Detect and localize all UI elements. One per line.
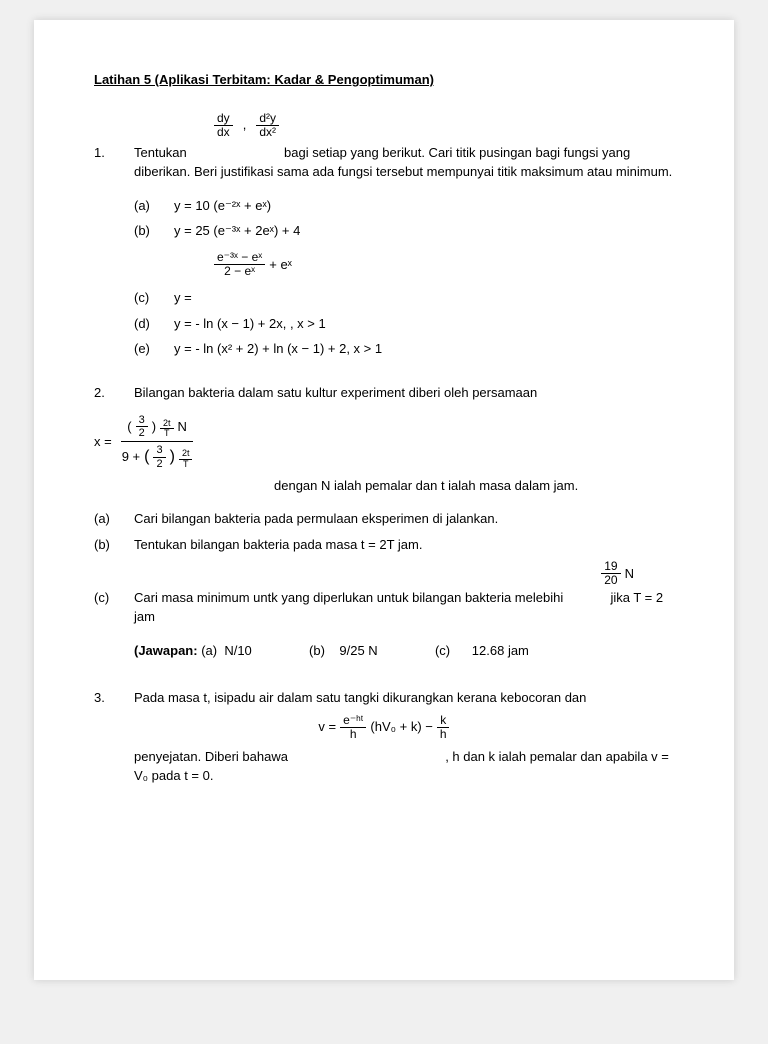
q2-answers: (Jawapan: (a) N/10 (b) 9/25 N (c) 12.68 … xyxy=(134,641,674,661)
q1a-label: (a) xyxy=(134,196,174,216)
q2c-text: Cari masa minimum untk yang diperlukan u… xyxy=(134,588,674,627)
frac-d2y-dx2: d²y dx² xyxy=(256,112,279,139)
q1d-label: (d) xyxy=(134,314,174,334)
q2c-frac: 19 20 xyxy=(601,560,620,587)
q1a-eq: y = 10 (e⁻²ˣ + eˣ) xyxy=(174,196,674,216)
q1-row: 1. Tentukan bagi setiap yang berikut. Ca… xyxy=(94,143,674,182)
q2-text: Bilangan bakteria dalam satu kultur expe… xyxy=(134,383,674,403)
q3-equation: v = e⁻ʰᵗ h (hV₀ + k) − k h xyxy=(94,714,674,741)
q1c-label: (c) xyxy=(134,288,174,308)
q1-tail: bagi setiap yang berikut. Cari titik pus… xyxy=(134,145,672,180)
q2-row: 2. Bilangan bakteria dalam satu kultur e… xyxy=(94,383,674,403)
q3-number: 3. xyxy=(94,688,134,708)
q1e-label: (e) xyxy=(134,339,174,359)
q1c-ylab: y = xyxy=(174,288,674,308)
q2c-N: N xyxy=(625,564,634,584)
q1-body: Tentukan bagi setiap yang berikut. Cari … xyxy=(134,143,674,182)
q1d-eq: y = - ln (x − 1) + 2x, , x > 1 xyxy=(174,314,674,334)
q2c-rightfrac-row: 19 20 N xyxy=(94,560,674,587)
q1-derivatives: dy dx , d²y dx² xyxy=(214,112,279,139)
q2a-text: Cari bilangan bakteria pada permulaan ek… xyxy=(134,509,674,529)
q2c-label: (c) xyxy=(94,588,134,627)
q3-row: 3. Pada masa t, isipadu air dalam satu t… xyxy=(94,688,674,708)
q2-equation: x = (32)2tT N 9 + (32)2tT xyxy=(94,412,674,471)
q2-tail: dengan N ialah pemalar dan t ialah masa … xyxy=(274,476,674,496)
comma: , xyxy=(243,115,247,135)
q1-number: 1. xyxy=(94,143,134,182)
q2a-label: (a) xyxy=(94,509,134,529)
q1b-label: (b) xyxy=(134,221,174,241)
q1e-eq: y = - ln (x² + 2) + ln (x − 1) + 2, x > … xyxy=(174,339,674,359)
q2b-label: (b) xyxy=(94,535,134,555)
q1b-eq: y = 25 (e⁻³ˣ + 2eˣ) + 4 xyxy=(174,221,674,241)
document-page: Latihan 5 (Aplikasi Terbitam: Kadar & Pe… xyxy=(34,20,734,980)
q1-lead: Tentukan xyxy=(134,145,187,160)
q2b-text: Tentukan bilangan bakteria pada masa t =… xyxy=(134,535,674,555)
q1c-frac: e⁻³ˣ − eˣ 2 − eˣ + eˣ xyxy=(214,251,292,278)
q3-text1: Pada masa t, isipadu air dalam satu tang… xyxy=(134,688,674,708)
q2-eq-lhs: x = xyxy=(94,432,112,452)
q1-subs: (a) y = 10 (e⁻²ˣ + eˣ) (b) y = 25 (e⁻³ˣ … xyxy=(134,196,674,359)
page-title: Latihan 5 (Aplikasi Terbitam: Kadar & Pe… xyxy=(94,70,674,90)
frac-dy-dx: dy dx xyxy=(214,112,233,139)
q2-number: 2. xyxy=(94,383,134,403)
q3-text2: penyejatan. Diberi bahawa , h dan k iala… xyxy=(134,747,674,786)
